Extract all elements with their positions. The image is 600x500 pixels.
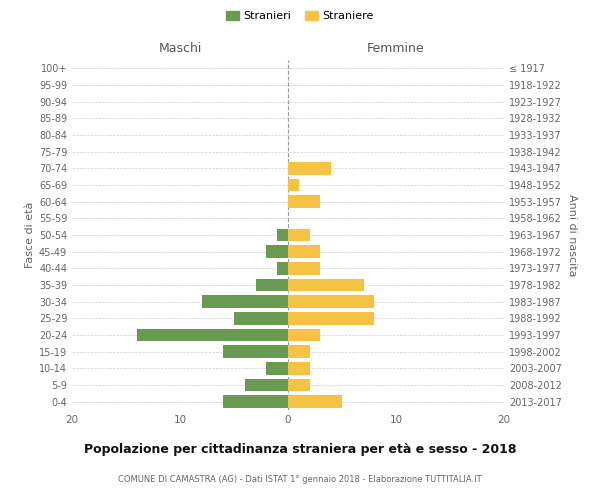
Text: Femmine: Femmine (367, 42, 425, 55)
Bar (288, 279, 364, 291)
Bar (288, 296, 374, 308)
Y-axis label: Anni di nascita: Anni di nascita (567, 194, 577, 276)
Bar (277, 262, 288, 274)
Bar (288, 312, 374, 324)
Text: Popolazione per cittadinanza straniera per età e sesso - 2018: Popolazione per cittadinanza straniera p… (84, 444, 516, 456)
Bar (288, 329, 320, 341)
Bar (223, 346, 288, 358)
Bar (288, 362, 310, 374)
Bar (256, 279, 288, 291)
Bar (234, 312, 288, 324)
Bar (288, 262, 320, 274)
Y-axis label: Fasce di età: Fasce di età (25, 202, 35, 268)
Bar (266, 362, 288, 374)
Bar (288, 179, 299, 192)
Text: Maschi: Maschi (158, 42, 202, 55)
Bar (288, 196, 320, 208)
Bar (223, 396, 288, 408)
Bar (288, 379, 310, 391)
Bar (288, 162, 331, 174)
Bar (288, 229, 310, 241)
Text: COMUNE DI CAMASTRA (AG) - Dati ISTAT 1° gennaio 2018 - Elaborazione TUTTITALIA.I: COMUNE DI CAMASTRA (AG) - Dati ISTAT 1° … (118, 476, 482, 484)
Legend: Stranieri, Straniere: Stranieri, Straniere (226, 10, 374, 21)
Bar (137, 329, 288, 341)
Bar (288, 246, 320, 258)
Bar (288, 346, 310, 358)
Bar (288, 396, 342, 408)
Bar (245, 379, 288, 391)
Bar (266, 246, 288, 258)
Bar (277, 229, 288, 241)
Bar (202, 296, 288, 308)
